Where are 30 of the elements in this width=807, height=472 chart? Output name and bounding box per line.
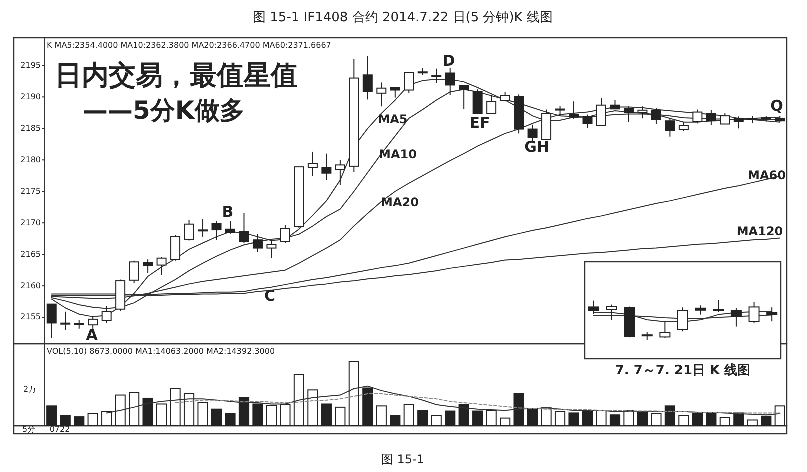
chart-subtitle: VOL(5,10) 8673.0000 MA1:14063.2000 MA2:14392.3000 bbox=[47, 347, 276, 356]
y-tick-label: 2180 bbox=[20, 155, 41, 164]
series-label: MA20 bbox=[381, 195, 419, 210]
y-tick-label: 2155 bbox=[20, 312, 41, 322]
chart-subtitle: K MA5:2354.4000 MA10:2362.3800 MA20:2366.4700 MA60:2371.6667 bbox=[47, 41, 332, 50]
text: 7. 7～7. 21日 K 线图 bbox=[615, 364, 751, 379]
y-tick-label: 2190 bbox=[20, 92, 41, 102]
y-tick-label: 2195 bbox=[20, 60, 41, 70]
annotation: GH bbox=[524, 138, 550, 156]
annotation: Q bbox=[770, 97, 784, 116]
series-label: MA5 bbox=[378, 112, 408, 126]
y-tick-label: 2170 bbox=[20, 218, 41, 228]
series-label: MA120 bbox=[736, 224, 784, 238]
annotation: EF bbox=[470, 114, 490, 132]
chart-title: 图 15-1 IF1408 合约 2014.7.22 日(5 分钟)K 线图 bbox=[253, 10, 553, 26]
annotation: C bbox=[264, 287, 276, 306]
y-tick-label: 2160 bbox=[20, 281, 41, 290]
caption: 图 15-1 bbox=[381, 452, 425, 466]
text: 5分 bbox=[22, 425, 36, 434]
annotation: 日内交易，最值星值 bbox=[55, 60, 298, 92]
annotation: A bbox=[86, 326, 98, 344]
annotation: ——5分K做多 bbox=[83, 96, 245, 125]
series-label: MA60 bbox=[748, 168, 786, 182]
y-tick-label: 2185 bbox=[20, 124, 41, 133]
text: 2万 bbox=[23, 385, 37, 394]
series-label: MA10 bbox=[379, 147, 417, 162]
annotation: B bbox=[222, 203, 234, 222]
y-tick-label: 2165 bbox=[20, 250, 41, 259]
y-tick-label: 2175 bbox=[20, 186, 41, 196]
annotation: D bbox=[442, 52, 456, 70]
